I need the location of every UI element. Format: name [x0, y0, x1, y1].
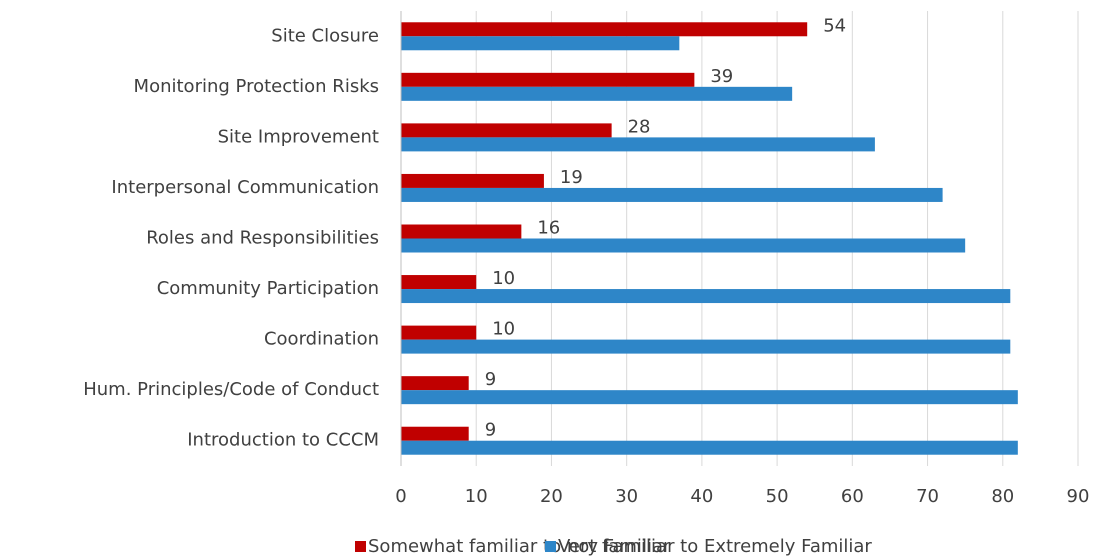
x-tick-label: 60 [841, 486, 864, 507]
x-tick-label: 30 [615, 486, 638, 507]
bar [401, 137, 875, 152]
x-tick-label: 20 [540, 486, 563, 507]
bar [401, 390, 1018, 405]
y-tick-label: Community Participation [157, 278, 379, 299]
data-label: 10 [492, 268, 515, 289]
data-label: 9 [485, 420, 496, 441]
bar [401, 173, 544, 188]
bar [401, 339, 1011, 354]
bar [401, 440, 1018, 455]
y-tick-label: Introduction to CCCM [187, 430, 379, 451]
y-tick-label: Hum. Principles/Code of Conduct [83, 379, 379, 400]
x-tick-label: 90 [1067, 486, 1090, 507]
bar [401, 275, 477, 290]
bar [401, 86, 793, 101]
bar [401, 426, 469, 441]
bar [401, 72, 695, 87]
x-tick-label: 80 [991, 486, 1014, 507]
bar [401, 289, 1011, 304]
legend-swatch [545, 541, 556, 552]
bar [401, 376, 469, 391]
data-label: 10 [492, 319, 515, 340]
data-label: 16 [537, 218, 560, 239]
data-label: 28 [628, 116, 651, 137]
y-tick-label: Interpersonal Communication [111, 177, 379, 198]
x-tick-label: 40 [690, 486, 713, 507]
data-label: 19 [560, 167, 583, 188]
y-tick-label: Site Improvement [218, 126, 379, 147]
y-tick-label: Site Closure [271, 25, 379, 46]
x-tick-label: 50 [766, 486, 789, 507]
y-tick-label: Monitoring Protection Risks [134, 76, 379, 97]
bar [401, 187, 943, 202]
legend-label: Somewhat familiar to not familiar [368, 536, 671, 557]
x-tick-label: 0 [395, 486, 406, 507]
bar [401, 36, 680, 51]
data-label: 9 [485, 369, 496, 390]
bar [401, 238, 966, 253]
bar [401, 22, 808, 37]
data-label: 39 [710, 66, 733, 87]
data-label: 54 [823, 15, 846, 36]
x-tick-label: 70 [916, 486, 939, 507]
x-tick-label: 10 [465, 486, 488, 507]
bar [401, 325, 477, 340]
y-tick-label: Roles and Responsibilities [146, 228, 379, 249]
legend-label: Very Familiar to Extremely Familiar [558, 536, 872, 557]
bar [401, 123, 612, 138]
bar [401, 224, 522, 239]
y-tick-label: Coordination [264, 329, 379, 350]
legend-swatch [355, 541, 366, 552]
